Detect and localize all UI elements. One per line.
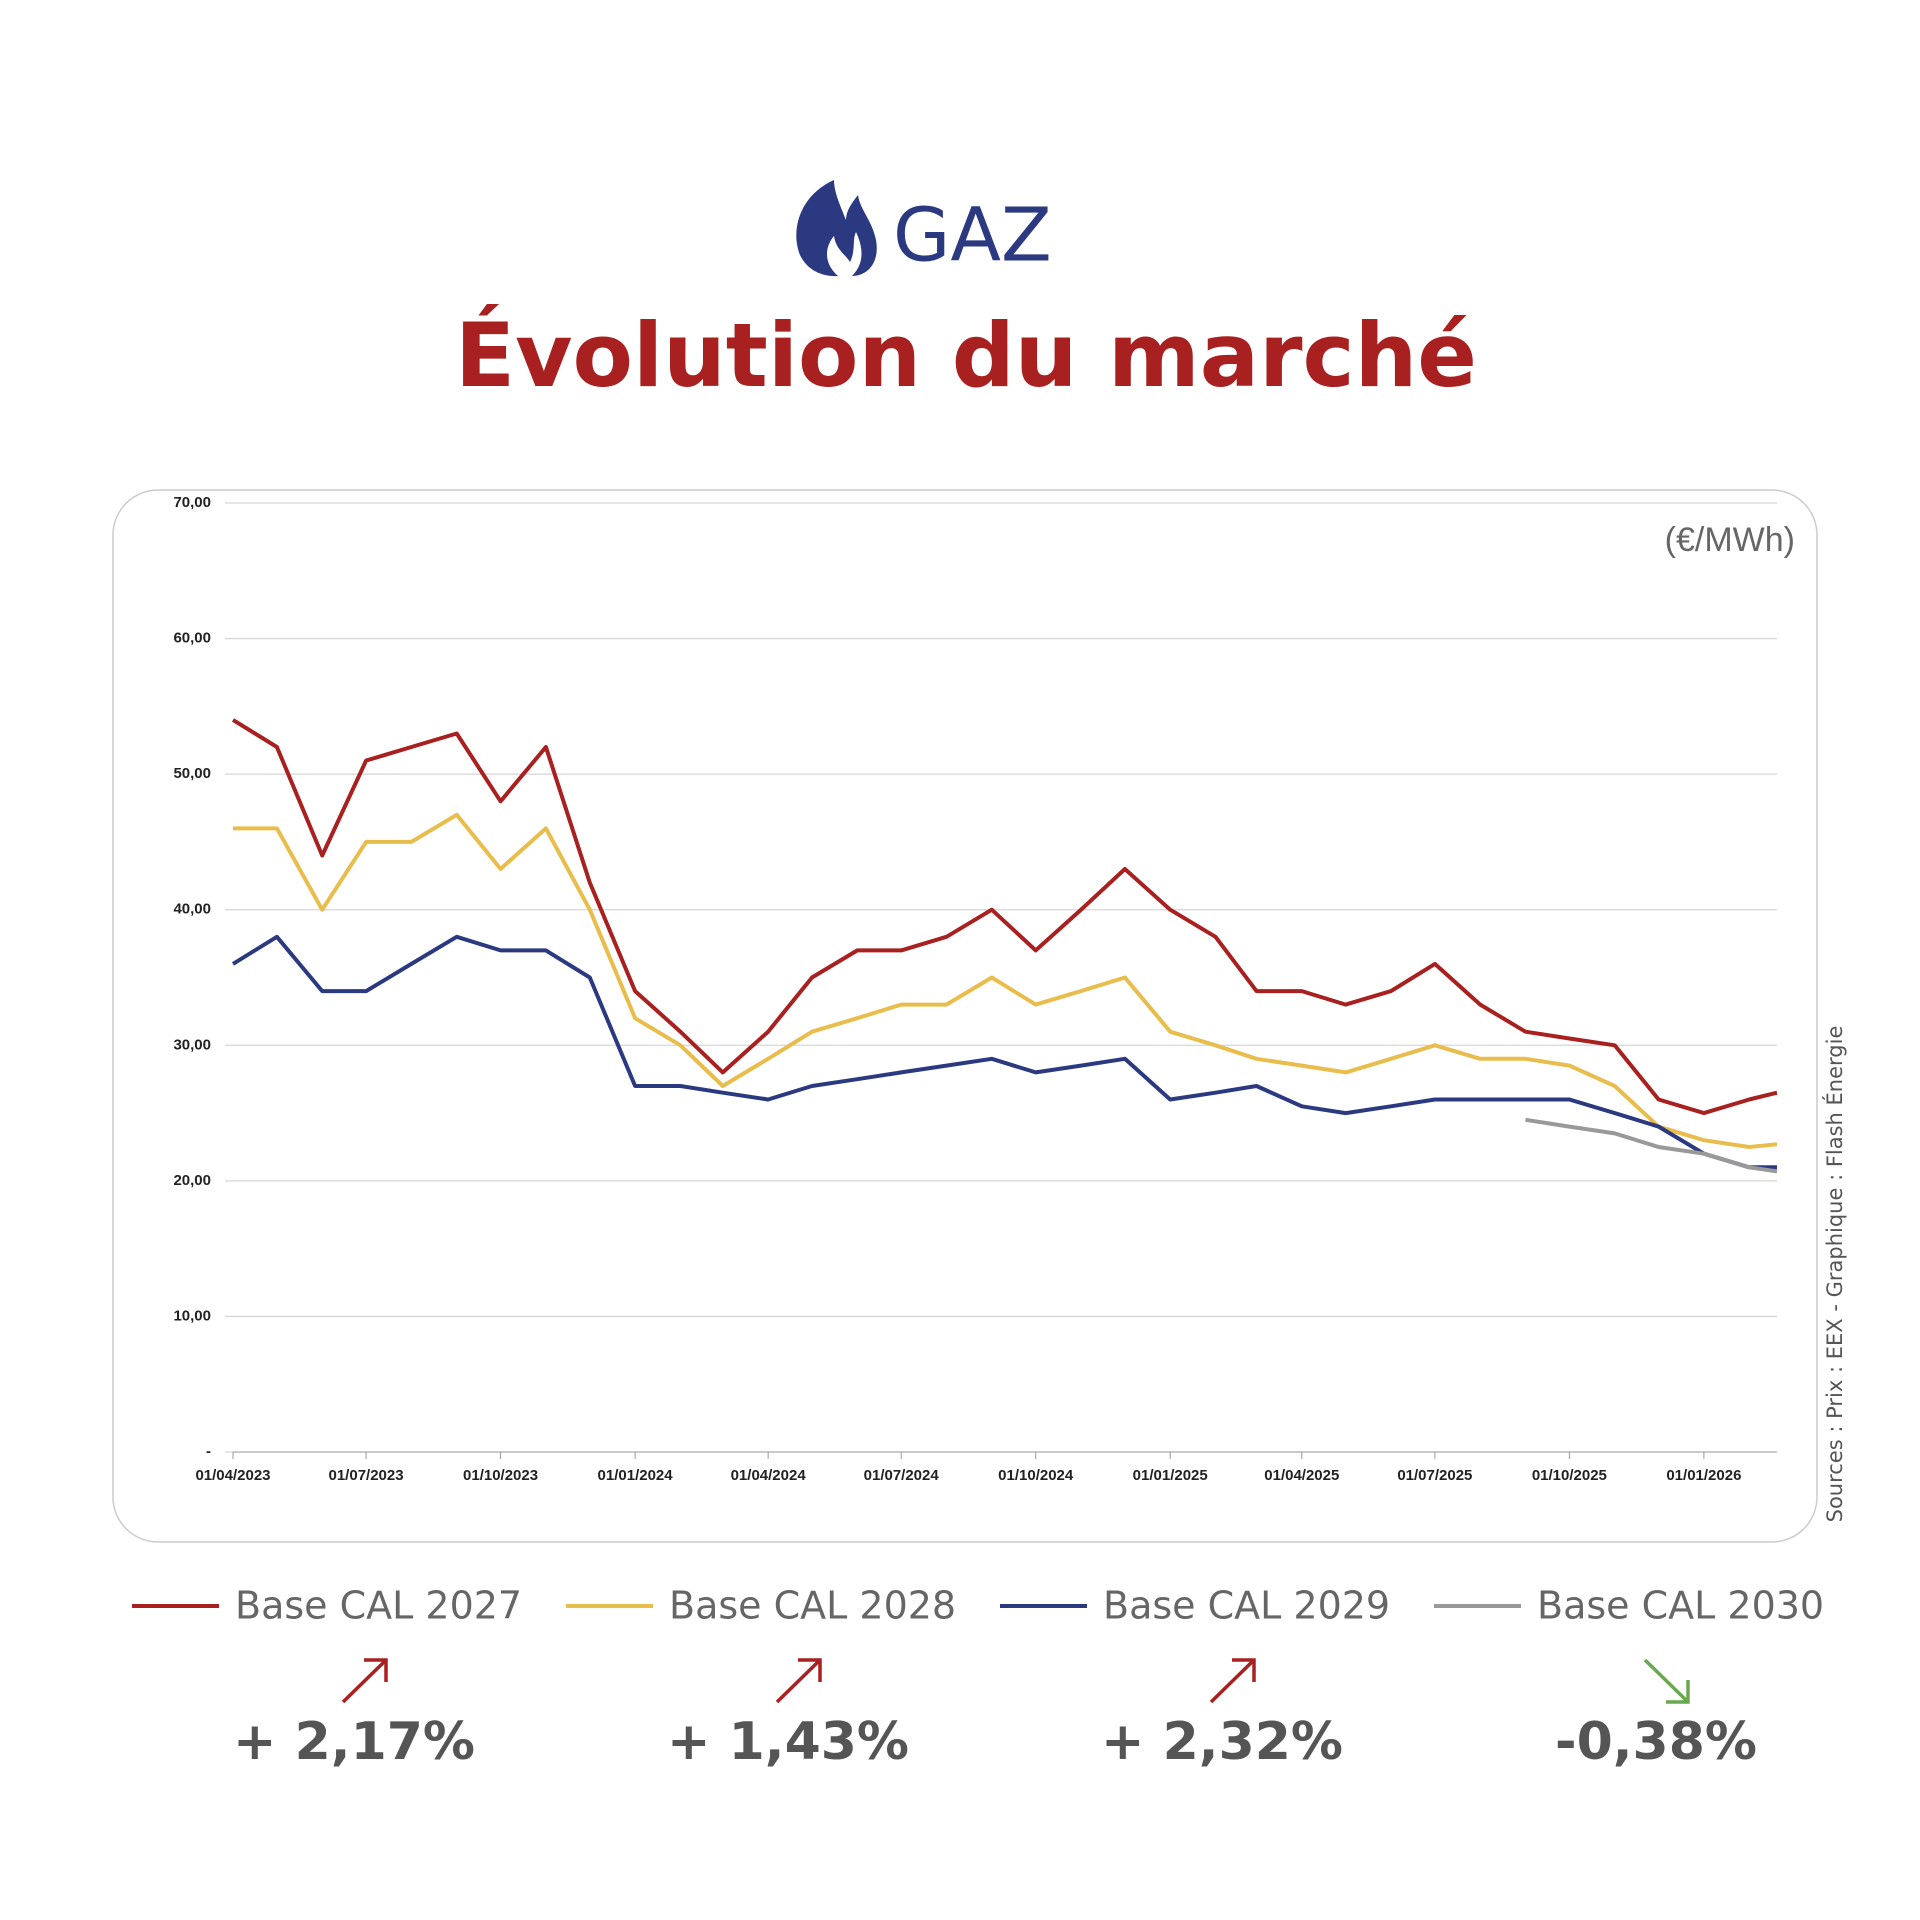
trend-arrow-head [1666, 1680, 1690, 1704]
trend-arrow-head [1232, 1658, 1256, 1682]
legend-label: Base CAL 2028 [669, 1584, 956, 1628]
trend-arrow [1209, 1658, 1256, 1704]
x-tick-label: 01/10/2023 [463, 1467, 538, 1484]
y-tick-label: - [206, 1443, 211, 1460]
change-value: + 1,43% [667, 1712, 909, 1772]
unit-label: (€/MWh) [1665, 521, 1795, 559]
y-tick-label: 10,00 [173, 1307, 211, 1324]
flame-icon [796, 180, 877, 277]
y-tick-label: 60,00 [173, 630, 211, 647]
x-tick-label: 01/04/2024 [731, 1467, 807, 1484]
change-value: + 2,17% [233, 1712, 475, 1772]
trend-arrow-head [364, 1658, 388, 1682]
legend-label: Base CAL 2029 [1103, 1584, 1390, 1628]
y-tick-label: 50,00 [173, 765, 211, 782]
x-tick-label: 01/04/2023 [195, 1467, 270, 1484]
trend-arrow [1643, 1658, 1690, 1704]
x-tick-label: 01/01/2026 [1666, 1467, 1741, 1484]
source: Sources : Prix : EEX - Graphique : Flash… [1822, 1026, 1847, 1523]
x-tick-label: 01/10/2024 [998, 1467, 1074, 1484]
chart-frame [112, 489, 1818, 1543]
series-line [1525, 1117, 1778, 1174]
series-line [233, 812, 1778, 1149]
trend-arrow-head [798, 1658, 822, 1682]
x-tick-label: 01/07/2024 [864, 1467, 940, 1484]
x-tick-label: 01/07/2025 [1397, 1467, 1472, 1484]
trend-arrow [341, 1658, 388, 1704]
y-tick-label: 20,00 [173, 1172, 211, 1189]
y-tick-label: 70,00 [173, 494, 211, 511]
series-line [231, 934, 1777, 1170]
series-line [231, 718, 1778, 1116]
legend-label: Base CAL 2027 [235, 1584, 522, 1628]
x-tick-label: 01/01/2024 [598, 1467, 674, 1484]
x-tick-label: 01/04/2025 [1264, 1467, 1339, 1484]
legend-label: Base CAL 2030 [1537, 1584, 1824, 1628]
change-value: + 2,32% [1101, 1712, 1343, 1772]
x-tick-label: 01/10/2025 [1532, 1467, 1607, 1484]
title: Évolution du marché [455, 304, 1477, 407]
header: GAZ [893, 193, 1052, 279]
y-tick-label: 40,00 [173, 901, 211, 918]
x-tick-label: 01/07/2023 [329, 1467, 404, 1484]
y-tick-label: 30,00 [173, 1036, 211, 1053]
trend-arrow [775, 1658, 822, 1704]
x-tick-label: 01/01/2025 [1133, 1467, 1208, 1484]
change-value: -0,38% [1555, 1712, 1757, 1772]
